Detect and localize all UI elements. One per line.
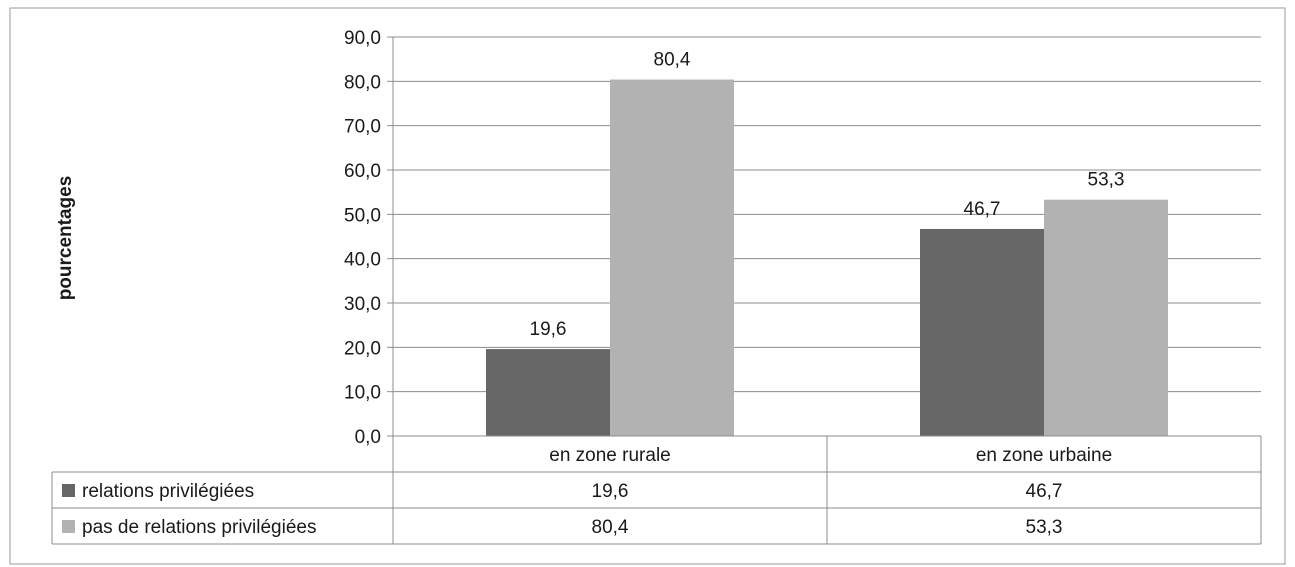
y-axis-label: pourcentages <box>55 176 76 301</box>
y-tick-label: 20,0 <box>344 338 381 359</box>
y-tick-label: 50,0 <box>344 205 381 226</box>
legend-key <box>62 484 75 497</box>
y-tick-label: 0,0 <box>355 427 381 448</box>
y-tick-label: 90,0 <box>344 28 381 49</box>
bars <box>486 79 1168 436</box>
category-label: en zone urbaine <box>976 445 1112 466</box>
table-value: 80,4 <box>592 517 629 538</box>
y-tick-label: 60,0 <box>344 161 381 182</box>
data-label: 80,4 <box>654 50 691 71</box>
legend-label: relations privilégiées <box>82 481 254 502</box>
y-tick-label: 10,0 <box>344 383 381 404</box>
y-tick-label: 40,0 <box>344 250 381 271</box>
y-tick-labels: 0,0 10,0 20,0 30,0 40,0 50,0 60,0 70,0 80,0 90,0 <box>344 28 381 448</box>
y-tick-label: 80,0 <box>344 72 381 93</box>
category-label: en zone rurale <box>549 445 670 466</box>
data-label: 53,3 <box>1088 170 1125 191</box>
table-value: 53,3 <box>1026 517 1063 538</box>
data-labels: 19,6 46,7 80,4 53,3 <box>530 50 1125 341</box>
legend-key <box>62 520 75 533</box>
table-value: 46,7 <box>1026 481 1063 502</box>
data-table: en zone rurale en zone urbaine relations p… <box>51 436 1262 545</box>
legend-label: pas de relations privilégiées <box>82 517 316 538</box>
y-tick-label: 70,0 <box>344 117 381 138</box>
bar <box>920 228 1044 436</box>
bar <box>610 79 734 436</box>
y-tick-label: 30,0 <box>344 294 381 315</box>
bar <box>486 349 610 436</box>
table-value: 19,6 <box>592 481 629 502</box>
data-label: 46,7 <box>964 199 1001 220</box>
bar <box>1044 199 1168 436</box>
data-label: 19,6 <box>530 319 567 340</box>
